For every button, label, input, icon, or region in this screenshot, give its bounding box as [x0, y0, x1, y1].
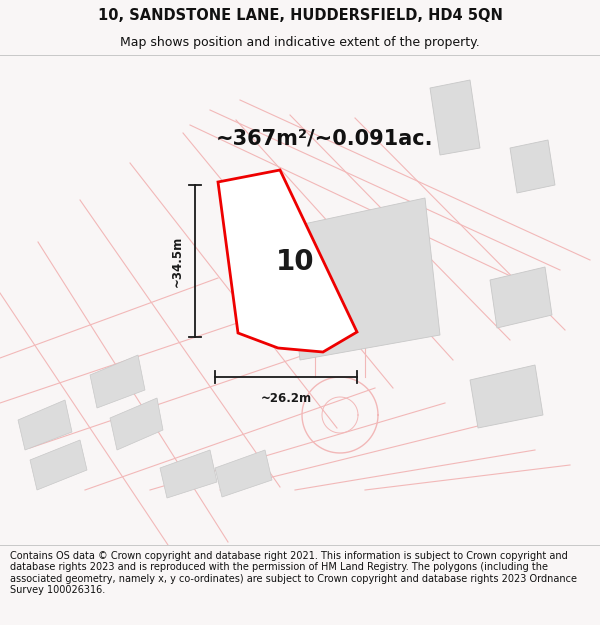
Text: Contains OS data © Crown copyright and database right 2021. This information is : Contains OS data © Crown copyright and d… [10, 551, 577, 596]
Text: ~26.2m: ~26.2m [260, 392, 311, 406]
Polygon shape [218, 170, 357, 352]
Polygon shape [510, 140, 555, 193]
Text: ~34.5m: ~34.5m [170, 236, 184, 287]
Text: ~367m²/~0.091ac.: ~367m²/~0.091ac. [216, 128, 434, 148]
Polygon shape [30, 440, 87, 490]
Text: Map shows position and indicative extent of the property.: Map shows position and indicative extent… [120, 36, 480, 49]
Polygon shape [18, 400, 72, 450]
Text: 10, SANDSTONE LANE, HUDDERSFIELD, HD4 5QN: 10, SANDSTONE LANE, HUDDERSFIELD, HD4 5Q… [98, 8, 502, 23]
Polygon shape [90, 355, 145, 408]
Polygon shape [490, 267, 552, 328]
Polygon shape [285, 198, 440, 360]
Polygon shape [160, 450, 217, 498]
Polygon shape [430, 80, 480, 155]
Polygon shape [215, 450, 272, 497]
Polygon shape [470, 365, 543, 428]
Text: 10: 10 [275, 248, 314, 276]
Polygon shape [110, 398, 163, 450]
